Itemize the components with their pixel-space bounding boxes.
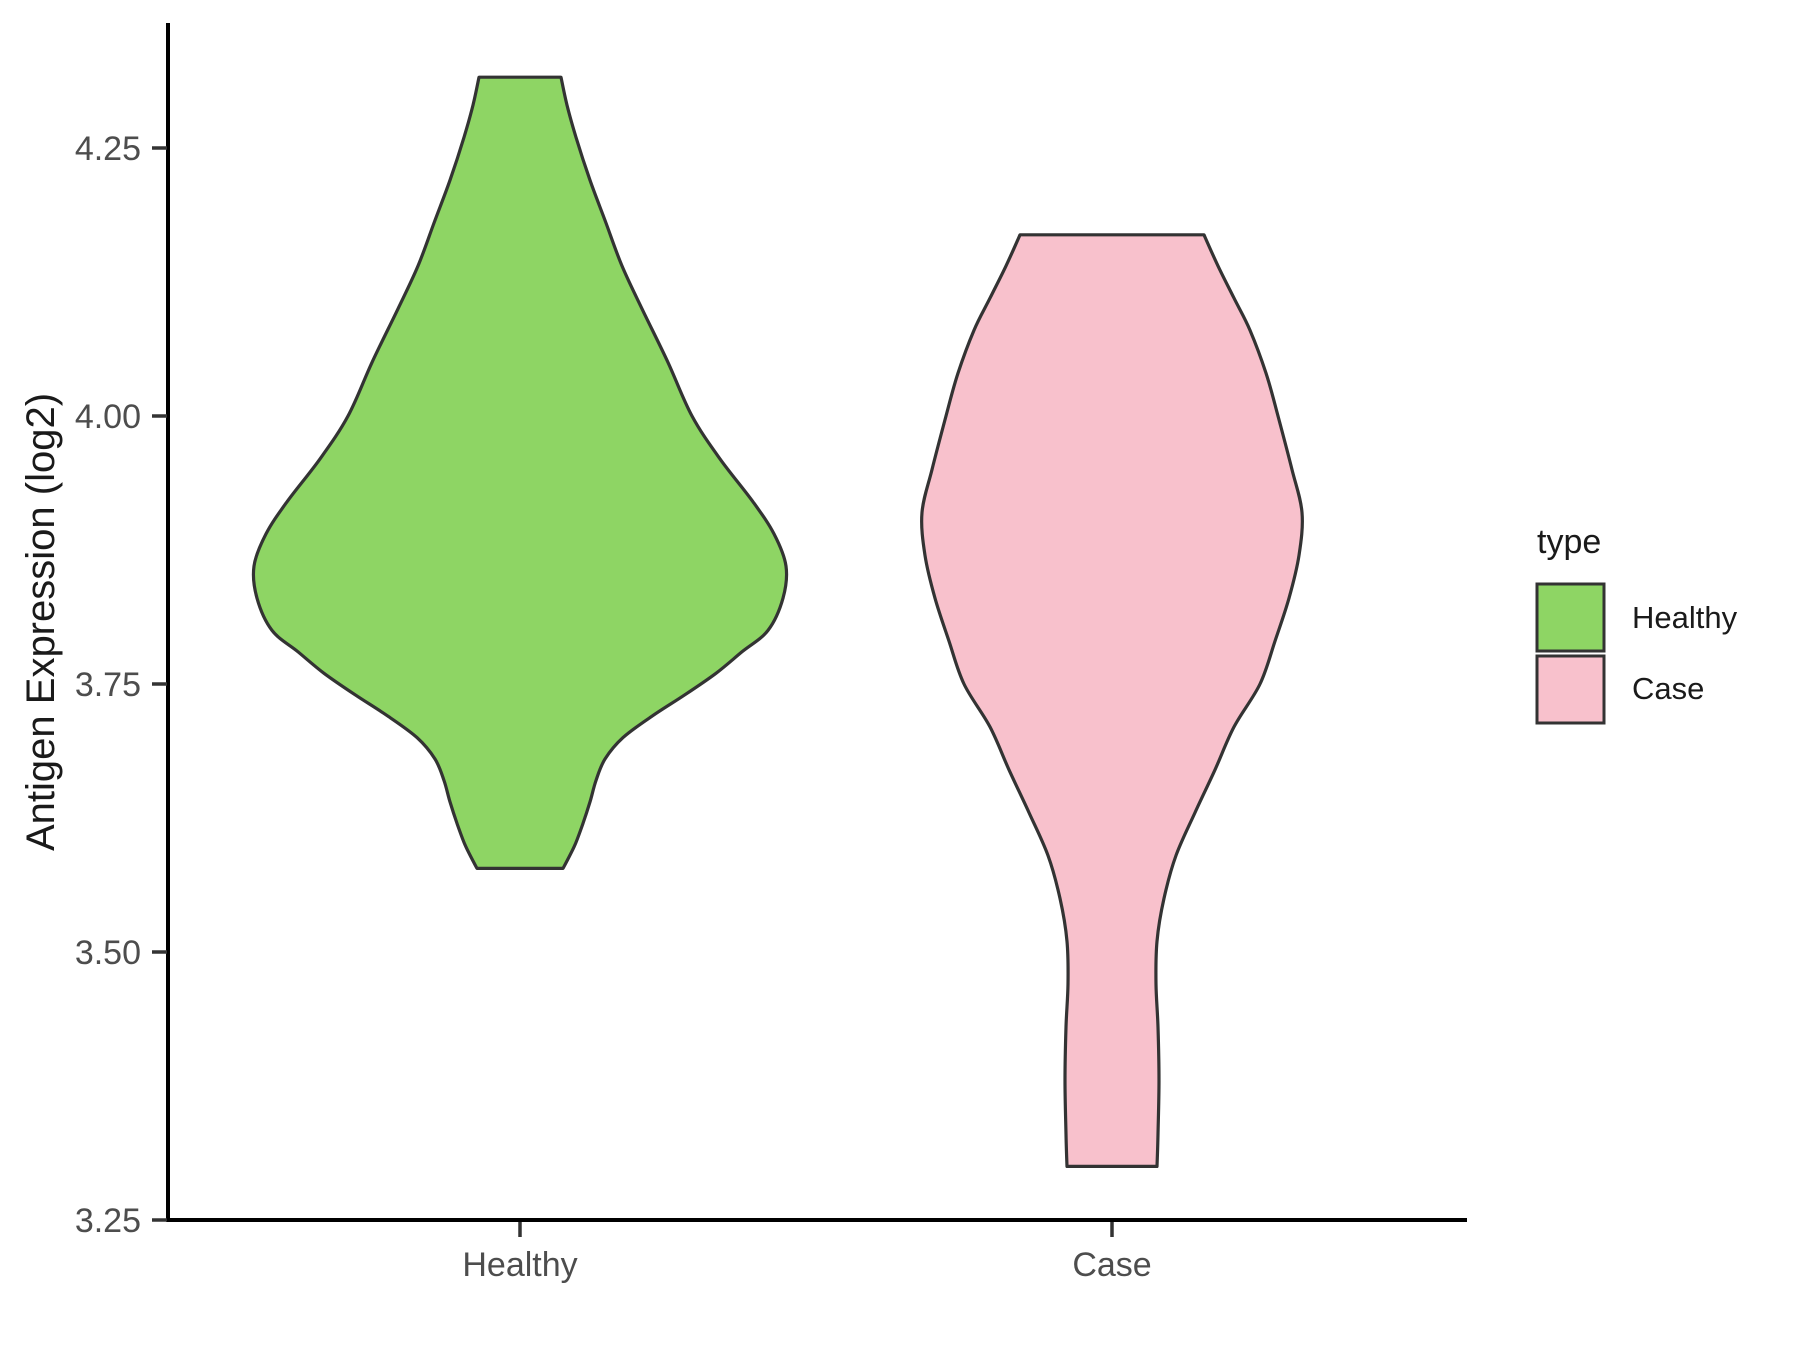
legend: type Healthy Case [1535, 523, 1738, 725]
violin-healthy [251, 75, 789, 870]
y-axis-ticks: 3.25 3.50 3.75 4.00 4.25 [75, 130, 167, 1240]
x-axis-label-case: Case [1072, 1246, 1151, 1284]
y-axis-title: Antigen Expression (log2) [19, 393, 63, 851]
legend-title: type [1537, 523, 1601, 561]
y-tick-label: 3.75 [75, 666, 141, 704]
legend-key-healthy [1535, 582, 1606, 653]
y-tick-label: 3.50 [75, 934, 141, 972]
legend-label-case: Case [1632, 671, 1704, 706]
violin-case [920, 233, 1304, 1168]
legend-label-healthy: Healthy [1632, 600, 1738, 635]
y-tick-label: 4.00 [75, 398, 141, 436]
legend-key-case [1535, 654, 1606, 725]
x-axis-ticks [518, 1222, 1114, 1237]
x-axis-label-healthy: Healthy [462, 1246, 577, 1284]
y-tick-label: 3.25 [75, 1202, 141, 1240]
y-tick-label: 4.25 [75, 130, 141, 168]
